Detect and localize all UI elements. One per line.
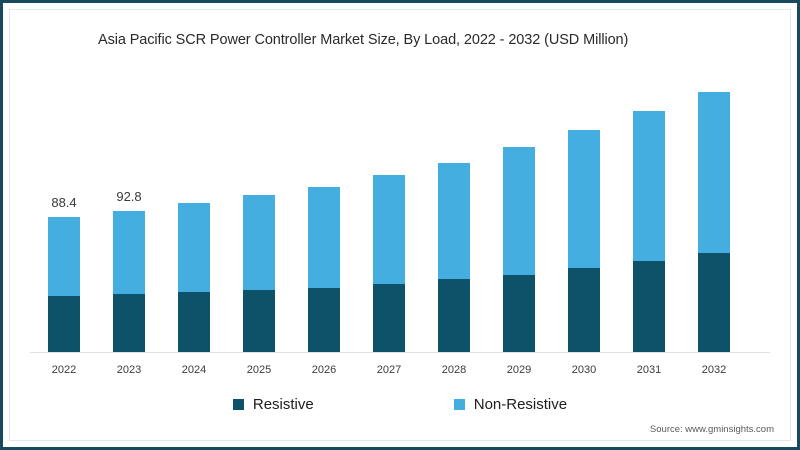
bar-segment-resistive[interactable] bbox=[373, 284, 405, 352]
x-axis-tick-label: 2025 bbox=[246, 364, 272, 376]
bar-segment-resistive[interactable] bbox=[308, 288, 340, 352]
bar-group bbox=[48, 217, 80, 352]
bar-group bbox=[308, 187, 340, 352]
legend-swatch-non-resistive bbox=[453, 399, 465, 410]
bar-segment-non-resistive[interactable] bbox=[568, 130, 600, 268]
bar-group bbox=[568, 130, 600, 352]
bar-segment-non-resistive[interactable] bbox=[178, 203, 210, 292]
bar-segment-non-resistive[interactable] bbox=[373, 175, 405, 284]
bar-segment-non-resistive[interactable] bbox=[243, 195, 275, 290]
bar-segment-resistive[interactable] bbox=[503, 275, 535, 352]
x-axis-tick-label: 2028 bbox=[441, 364, 467, 376]
x-axis-tick-label: 2030 bbox=[571, 364, 597, 376]
bar-segment-resistive[interactable] bbox=[698, 253, 730, 352]
bar-segment-non-resistive[interactable] bbox=[308, 187, 340, 288]
legend-label-resistive: Resistive bbox=[252, 396, 314, 413]
bar-group bbox=[113, 211, 145, 352]
bar-value-label: 92.8 bbox=[116, 189, 142, 204]
legend-item-non-resistive[interactable]: Non-Resistive bbox=[453, 396, 568, 413]
bar-segment-resistive[interactable] bbox=[113, 294, 145, 352]
bar-segment-non-resistive[interactable] bbox=[48, 217, 80, 296]
bar-segment-non-resistive[interactable] bbox=[698, 92, 730, 253]
bar-group bbox=[243, 195, 275, 352]
x-axis-tick-label: 2026 bbox=[311, 364, 337, 376]
chart-legend: Resistive Non-Resistive bbox=[0, 396, 800, 413]
bar-group bbox=[698, 92, 730, 352]
x-axis-tick-label: 2032 bbox=[701, 364, 727, 376]
bar-segment-resistive[interactable] bbox=[178, 292, 210, 352]
bar-group bbox=[178, 203, 210, 352]
bar-segment-non-resistive[interactable] bbox=[438, 163, 470, 279]
bar-segment-resistive[interactable] bbox=[48, 296, 80, 352]
x-axis-tick-label: 2023 bbox=[116, 364, 142, 376]
bar-segment-non-resistive[interactable] bbox=[503, 147, 535, 275]
x-axis-tick-label: 2024 bbox=[181, 364, 207, 376]
bar-group bbox=[438, 163, 470, 352]
bar-segment-resistive[interactable] bbox=[438, 279, 470, 352]
bar-segment-resistive[interactable] bbox=[568, 268, 600, 352]
x-axis-tick-label: 2031 bbox=[636, 364, 662, 376]
x-axis-tick-label: 2022 bbox=[51, 364, 77, 376]
x-axis-line bbox=[30, 352, 770, 353]
bar-group bbox=[633, 111, 665, 352]
legend-label-non-resistive: Non-Resistive bbox=[473, 396, 568, 413]
chart-title: Asia Pacific SCR Power Controller Market… bbox=[98, 32, 629, 48]
bar-segment-resistive[interactable] bbox=[633, 261, 665, 352]
bar-segment-non-resistive[interactable] bbox=[633, 111, 665, 261]
legend-item-resistive[interactable]: Resistive bbox=[232, 396, 314, 413]
bar-segment-resistive[interactable] bbox=[243, 290, 275, 352]
bar-value-label: 88.4 bbox=[51, 195, 77, 210]
source-attribution: Source: www.gminsights.com bbox=[649, 424, 774, 435]
bar-segment-non-resistive[interactable] bbox=[113, 211, 145, 294]
bar-group bbox=[373, 175, 405, 352]
x-axis-tick-label: 2029 bbox=[506, 364, 532, 376]
x-axis-tick-label: 2027 bbox=[376, 364, 402, 376]
bar-group bbox=[503, 147, 535, 352]
legend-swatch-resistive bbox=[232, 399, 244, 410]
